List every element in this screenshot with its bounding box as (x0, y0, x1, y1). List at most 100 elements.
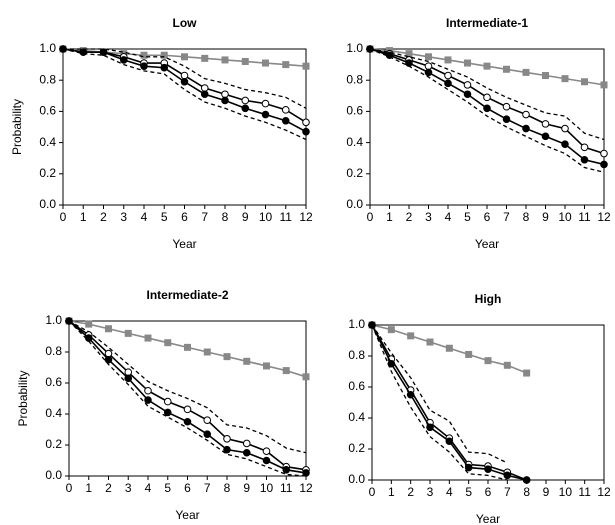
x-axis-label: Year (172, 237, 196, 251)
square-marker (387, 326, 395, 334)
square-marker (484, 357, 492, 365)
x-tick-label: 12 (597, 210, 611, 224)
circle-marker (99, 48, 108, 56)
circle-marker (223, 445, 231, 454)
circle-marker (444, 71, 452, 80)
y-tick-label: 0.6 (346, 104, 363, 118)
circle-marker (483, 93, 491, 102)
circle-marker (124, 374, 133, 383)
x-tick-label: 7 (201, 210, 208, 224)
circle-marker (541, 120, 550, 128)
circle-marker (405, 59, 413, 67)
square-marker (201, 54, 209, 62)
circle-marker (444, 79, 452, 88)
plot-frame (371, 324, 605, 481)
square-marker (85, 320, 93, 328)
circle-marker (281, 116, 290, 125)
circle-marker (580, 155, 589, 164)
x-tick-label: 11 (578, 485, 591, 499)
square-marker (445, 344, 453, 352)
square-marker (405, 50, 413, 58)
x-tick-label: 1 (85, 481, 92, 495)
x-tick-label: 5 (465, 485, 472, 499)
square-marker (282, 367, 290, 375)
circle-marker (144, 396, 152, 404)
y-tick-label: 0.2 (45, 437, 62, 451)
circle-marker (387, 359, 396, 368)
x-tick-label: 10 (259, 210, 273, 224)
circle-marker (541, 132, 550, 141)
y-axis-label: Probability (16, 370, 30, 426)
series-line (68, 320, 307, 477)
circle-marker (522, 110, 530, 119)
x-tick-label: 8 (523, 485, 530, 499)
y-tick-label: 0.8 (45, 344, 62, 358)
circle-marker (406, 390, 415, 399)
x-tick-label: 10 (558, 210, 572, 224)
x-tick-label: 1 (386, 210, 393, 224)
x-tick-label: 7 (503, 210, 510, 224)
x-tick-label: 8 (224, 481, 231, 495)
circle-marker (464, 463, 473, 472)
square-marker (140, 51, 148, 59)
circle-marker (502, 102, 511, 111)
chart-title: Intermediate-2 (146, 288, 228, 302)
square-marker (302, 373, 310, 381)
y-tick-label: 0.2 (346, 166, 363, 180)
square-marker (464, 59, 471, 67)
square-marker (243, 357, 251, 365)
x-tick-label: 0 (60, 210, 67, 224)
square-marker (425, 53, 432, 61)
x-tick-label: 5 (464, 210, 471, 224)
y-axis-label: Probability (10, 99, 24, 155)
circle-marker (241, 104, 250, 113)
circle-marker (302, 469, 310, 477)
y-tick-label: 0.8 (348, 348, 365, 362)
x-tick-label: 5 (164, 481, 171, 495)
circle-marker (503, 471, 512, 480)
series-line (68, 320, 307, 454)
x-tick-label: 3 (120, 210, 127, 224)
square-marker (184, 343, 191, 351)
circle-marker (522, 476, 531, 484)
x-tick-label: 6 (184, 481, 191, 495)
y-tick-label: 0.0 (45, 468, 62, 482)
square-marker (581, 78, 588, 86)
chart-title: Low (173, 16, 198, 30)
y-tick-label: 0.2 (348, 441, 365, 455)
square-marker (302, 62, 310, 70)
square-marker (542, 72, 549, 80)
x-tick-label: 11 (578, 210, 591, 224)
circle-marker (140, 62, 148, 70)
x-tick-label: 12 (299, 210, 313, 224)
series-line (62, 48, 307, 133)
x-tick-label: 7 (204, 481, 211, 495)
circle-marker (561, 140, 569, 148)
y-tick-label: 1.0 (45, 313, 62, 327)
y-tick-label: 0.6 (45, 375, 62, 389)
circle-marker (302, 127, 310, 136)
x-tick-label: 7 (504, 485, 511, 499)
x-tick-label: 6 (485, 485, 492, 499)
x-tick-label: 10 (559, 485, 573, 499)
circle-marker (203, 430, 212, 438)
circle-marker (426, 423, 434, 432)
x-tick-label: 9 (542, 210, 549, 224)
x-tick-label: 4 (446, 485, 453, 499)
circle-marker (104, 349, 113, 358)
square-marker (105, 325, 112, 333)
y-tick-label: 0.6 (39, 104, 56, 118)
circle-marker (180, 77, 189, 86)
square-marker (561, 75, 569, 83)
x-axis-label: Year (476, 512, 500, 525)
circle-marker (223, 435, 231, 443)
square-marker (203, 348, 211, 356)
circle-marker (463, 90, 472, 99)
x-tick-label: 10 (260, 481, 274, 495)
circle-marker (302, 118, 310, 127)
circle-marker (144, 386, 152, 395)
series-line (371, 324, 508, 464)
circle-marker (221, 96, 229, 105)
circle-marker (242, 439, 251, 448)
